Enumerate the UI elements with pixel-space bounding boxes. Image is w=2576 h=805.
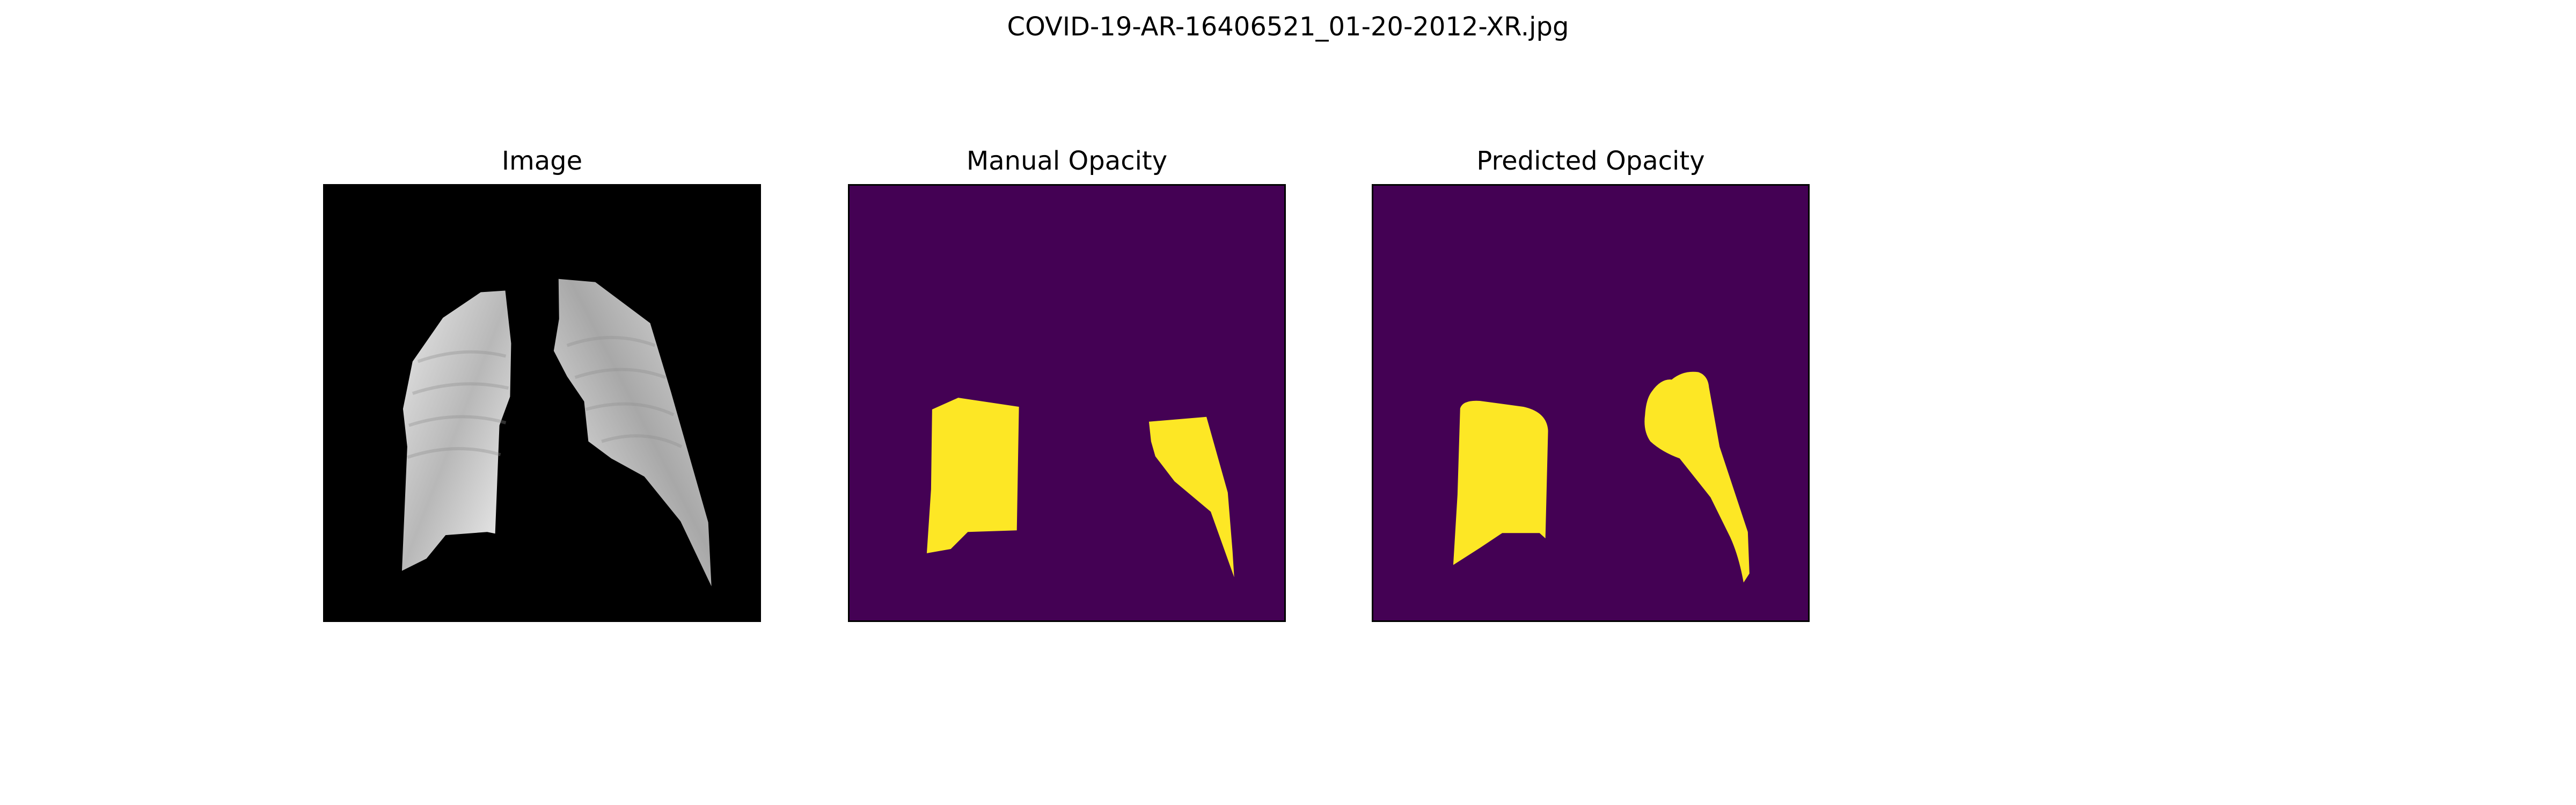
panel-image	[323, 184, 761, 622]
right-lung-shape	[553, 279, 712, 587]
manual-opacity-mask	[926, 398, 1234, 577]
predicted-opacity-region-right	[1644, 371, 1750, 583]
panel-title-manual: Manual Opacity	[966, 146, 1168, 176]
figure-title: COVID-19-AR-16406521_01-20-2012-XR.jpg	[1007, 12, 1569, 42]
predicted-opacity-mask	[1453, 371, 1750, 583]
manual-opacity-region-left	[926, 398, 1019, 553]
panel-title-predicted: Predicted Opacity	[1476, 146, 1705, 176]
manual-opacity-region-right	[1148, 416, 1234, 577]
lung-xray-image	[401, 279, 712, 587]
panel-manual-opacity	[848, 184, 1286, 622]
left-lung-shape	[401, 290, 511, 571]
panel-title-image: Image	[501, 146, 583, 176]
panel-predicted-opacity	[1372, 184, 1810, 622]
predicted-opacity-region-left	[1453, 400, 1548, 565]
